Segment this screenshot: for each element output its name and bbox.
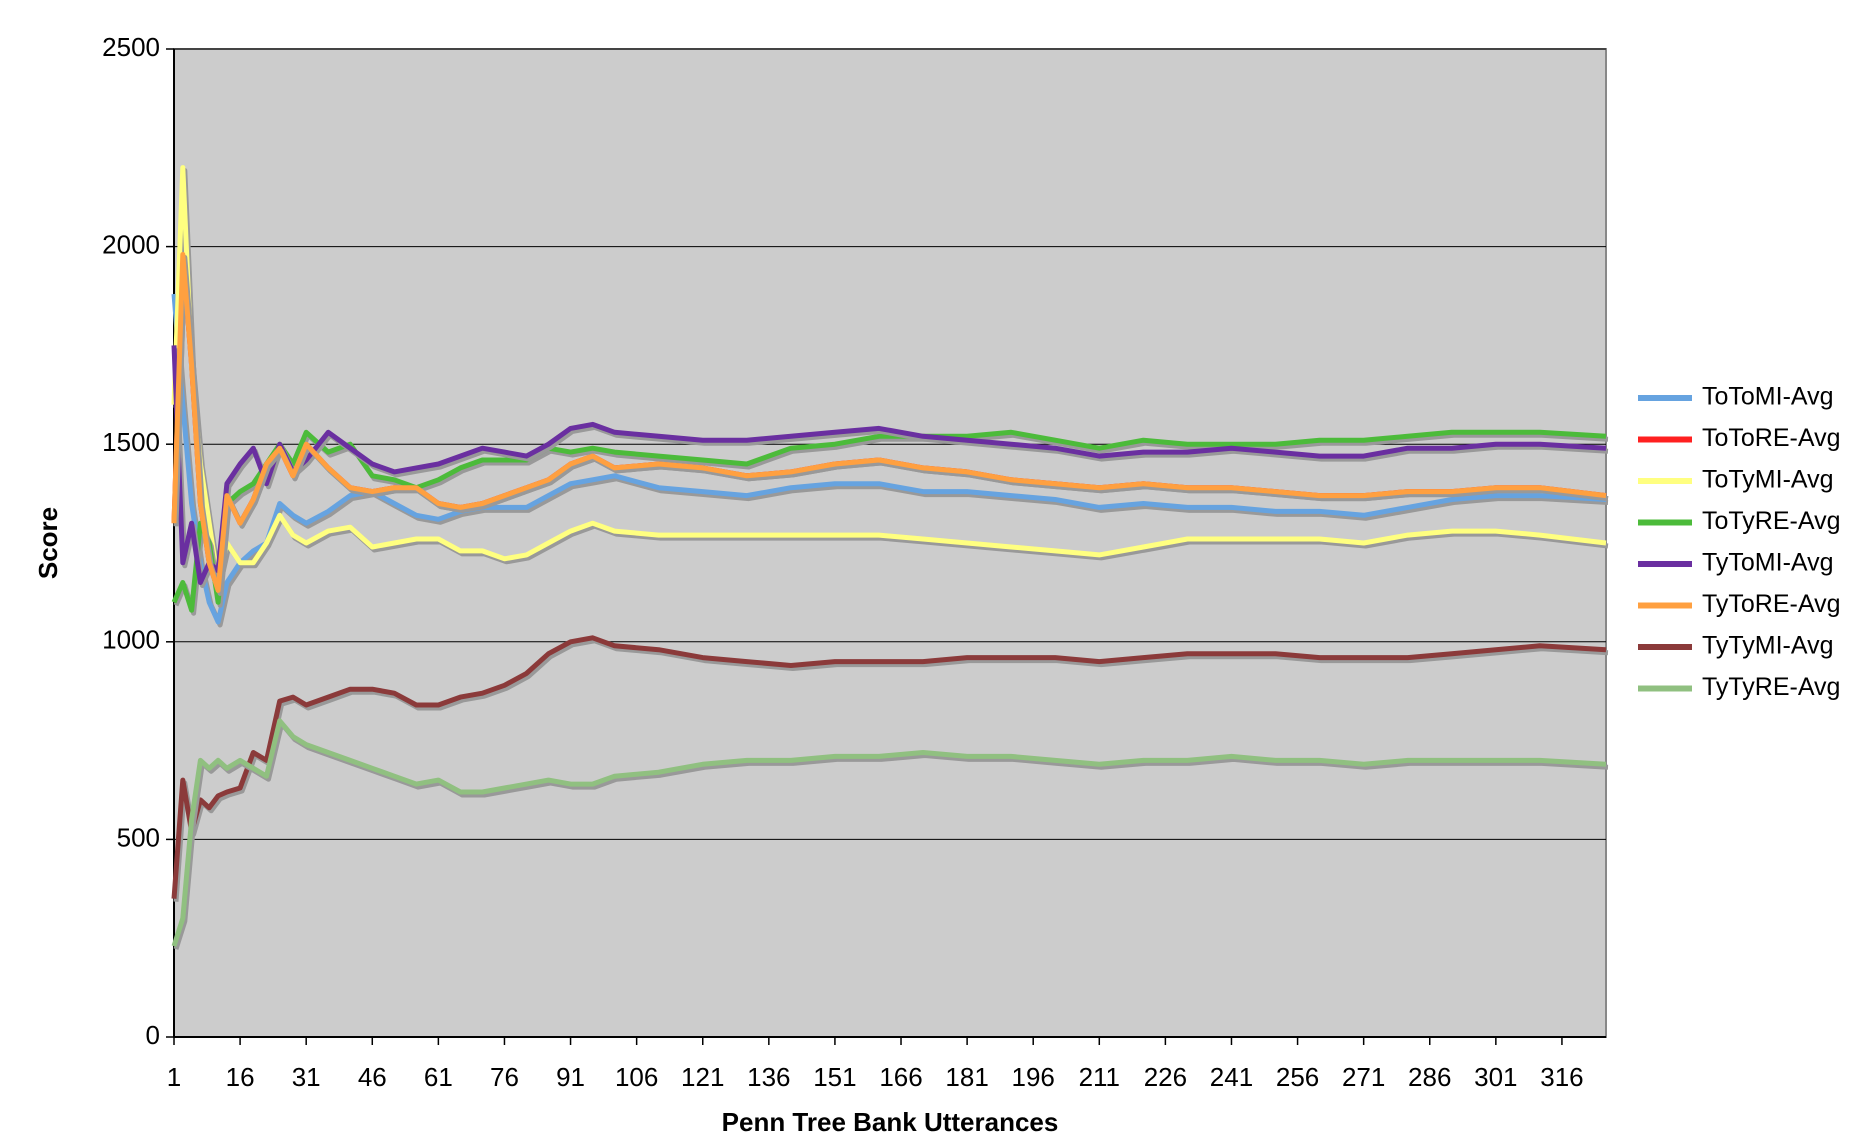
y-tick-label: 500 — [117, 822, 160, 852]
x-tick-label: 256 — [1276, 1062, 1319, 1092]
legend-label: ToToRE-Avg — [1702, 424, 1841, 452]
x-axis-title: Penn Tree Bank Utterances — [722, 1107, 1059, 1137]
x-tick-label: 121 — [681, 1062, 724, 1092]
x-tick-label: 271 — [1342, 1062, 1385, 1092]
series-line — [171, 718, 1607, 947]
x-tick-label: 61 — [424, 1062, 453, 1092]
x-tick-label: 196 — [1012, 1062, 1055, 1092]
series-shadow — [173, 168, 1609, 588]
legend-label: TyTyMI-Avg — [1702, 632, 1834, 660]
x-tick-label: 286 — [1408, 1062, 1451, 1092]
series-line — [171, 252, 1607, 593]
y-tick-label: 2000 — [102, 229, 160, 259]
legend-label: TyToMI-Avg — [1702, 549, 1834, 577]
x-tick-label: 136 — [747, 1062, 790, 1092]
x-tick-label: 1 — [167, 1062, 181, 1092]
x-tick-label: 91 — [556, 1062, 585, 1092]
series-line — [171, 293, 1607, 625]
x-tick-label: 226 — [1144, 1062, 1187, 1092]
x-tick-label: 16 — [226, 1062, 255, 1092]
y-tick-label: 0 — [146, 1020, 160, 1050]
series-line — [171, 635, 1607, 899]
series-shadow — [173, 255, 1609, 596]
series-line — [171, 345, 1607, 585]
y-tick-label: 2500 — [102, 32, 160, 62]
legend-label: TyToRE-Avg — [1702, 590, 1840, 618]
legend-label: ToTyMI-Avg — [1702, 466, 1834, 494]
x-tick-label: 31 — [292, 1062, 321, 1092]
y-axis-title: Score — [33, 507, 63, 579]
x-tick-label: 76 — [490, 1062, 519, 1092]
series-line — [171, 429, 1607, 613]
x-tick-label: 106 — [615, 1062, 658, 1092]
legend-label: ToTyRE-Avg — [1702, 507, 1840, 535]
x-tick-label: 316 — [1540, 1062, 1583, 1092]
x-tick-label: 181 — [945, 1062, 988, 1092]
x-tick-label: 301 — [1474, 1062, 1517, 1092]
x-tick-label: 211 — [1079, 1062, 1120, 1092]
series-line — [171, 165, 1607, 585]
legend-label: TyTyRE-Avg — [1702, 673, 1840, 701]
x-tick-label: 46 — [358, 1062, 387, 1092]
y-tick-label: 1500 — [102, 427, 160, 457]
x-tick-label: 166 — [879, 1062, 922, 1092]
x-tick-label: 241 — [1210, 1062, 1253, 1092]
legend-label: ToToMI-Avg — [1702, 383, 1834, 411]
x-tick-label: 151 — [813, 1062, 856, 1092]
series-shadow — [173, 296, 1609, 628]
y-tick-label: 1000 — [102, 625, 160, 655]
